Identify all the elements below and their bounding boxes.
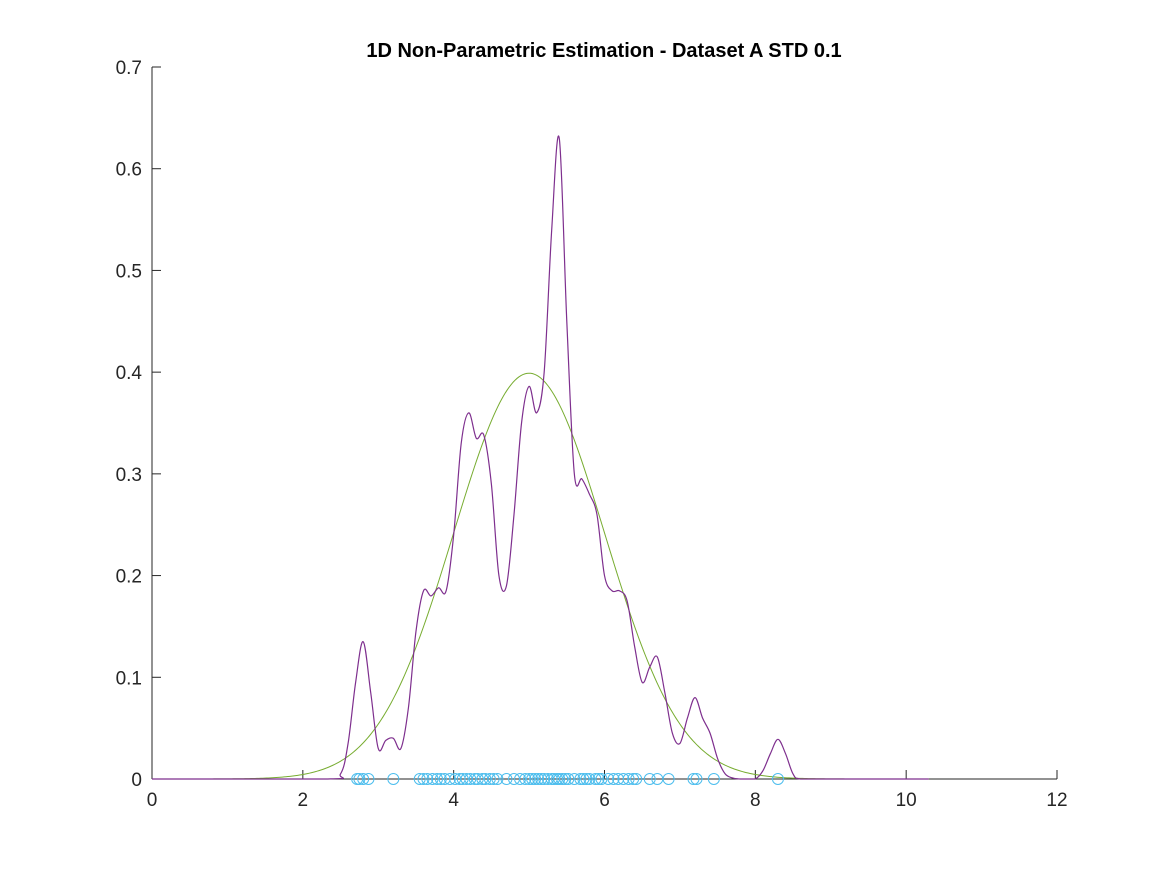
sample-point (553, 773, 566, 785)
sample-point (662, 773, 675, 785)
sample-point (529, 773, 542, 785)
sample-point (487, 773, 500, 785)
kde-curve (152, 135, 929, 780)
y-tick-label: 0 (131, 770, 142, 791)
x-tick-label: 10 (896, 790, 917, 811)
sample-point (443, 773, 456, 785)
sample-point (387, 773, 400, 785)
y-tick-label: 0.3 (116, 465, 142, 486)
sample-point (417, 773, 430, 785)
sample-point (479, 773, 492, 785)
sample-point (491, 773, 504, 785)
sample-point (574, 773, 587, 785)
sample-point (426, 773, 439, 785)
sample-point (595, 773, 608, 785)
sample-point (559, 773, 572, 785)
sample-point (421, 773, 434, 785)
sample-point (413, 773, 426, 785)
sample-point (607, 773, 620, 785)
chart-title: 1D Non-Parametric Estimation - Dataset A… (366, 40, 841, 62)
sample-point (617, 773, 630, 785)
sample-point (589, 773, 602, 785)
y-tick-label: 0.7 (116, 58, 142, 79)
sample-point (523, 773, 536, 785)
sample-point (602, 773, 615, 785)
sample-point (431, 773, 444, 785)
sample-point (771, 773, 784, 785)
x-tick-label: 8 (750, 790, 761, 811)
sample-point (622, 773, 635, 785)
sample-point (687, 773, 700, 785)
sample-point (690, 773, 703, 785)
sample-point (556, 773, 569, 785)
sample-point (456, 773, 469, 785)
sample-point (538, 773, 551, 785)
sample-point (357, 773, 370, 785)
sample-point (627, 773, 640, 785)
sample-point (643, 773, 656, 785)
x-tick-label: 6 (599, 790, 610, 811)
sample-point (630, 773, 643, 785)
y-tick-label: 0.5 (116, 261, 142, 282)
y-tick-label: 0.2 (116, 567, 142, 588)
x-tick-label: 4 (448, 790, 459, 811)
x-tick-label: 0 (147, 790, 158, 811)
sample-point (519, 773, 532, 785)
sample-point (471, 773, 484, 785)
y-tick-label: 0.6 (116, 160, 142, 181)
x-tick-label: 2 (298, 790, 309, 811)
sample-point (583, 773, 596, 785)
sample-point (577, 773, 590, 785)
sample-point (464, 773, 477, 785)
sample-point (580, 773, 593, 785)
sample-point (568, 773, 581, 785)
sample-point (362, 773, 375, 785)
sample-point (592, 773, 605, 785)
sample-point (483, 773, 496, 785)
y-tick-label: 0.1 (116, 668, 142, 689)
sample-point (514, 773, 527, 785)
plot-area: 0 2 4 6 8 10 12 0 0.1 0.2 0.3 0.4 0.5 0.6 0.7 (116, 58, 1068, 811)
sample-point (532, 773, 545, 785)
sample-point (353, 773, 366, 785)
sample-point (707, 773, 720, 785)
sample-point (526, 773, 539, 785)
y-tick-label: 0.4 (116, 363, 143, 384)
sample-point (562, 773, 575, 785)
sample-point (434, 773, 447, 785)
sample-point (500, 773, 513, 785)
x-tick-label: 12 (1046, 790, 1067, 811)
